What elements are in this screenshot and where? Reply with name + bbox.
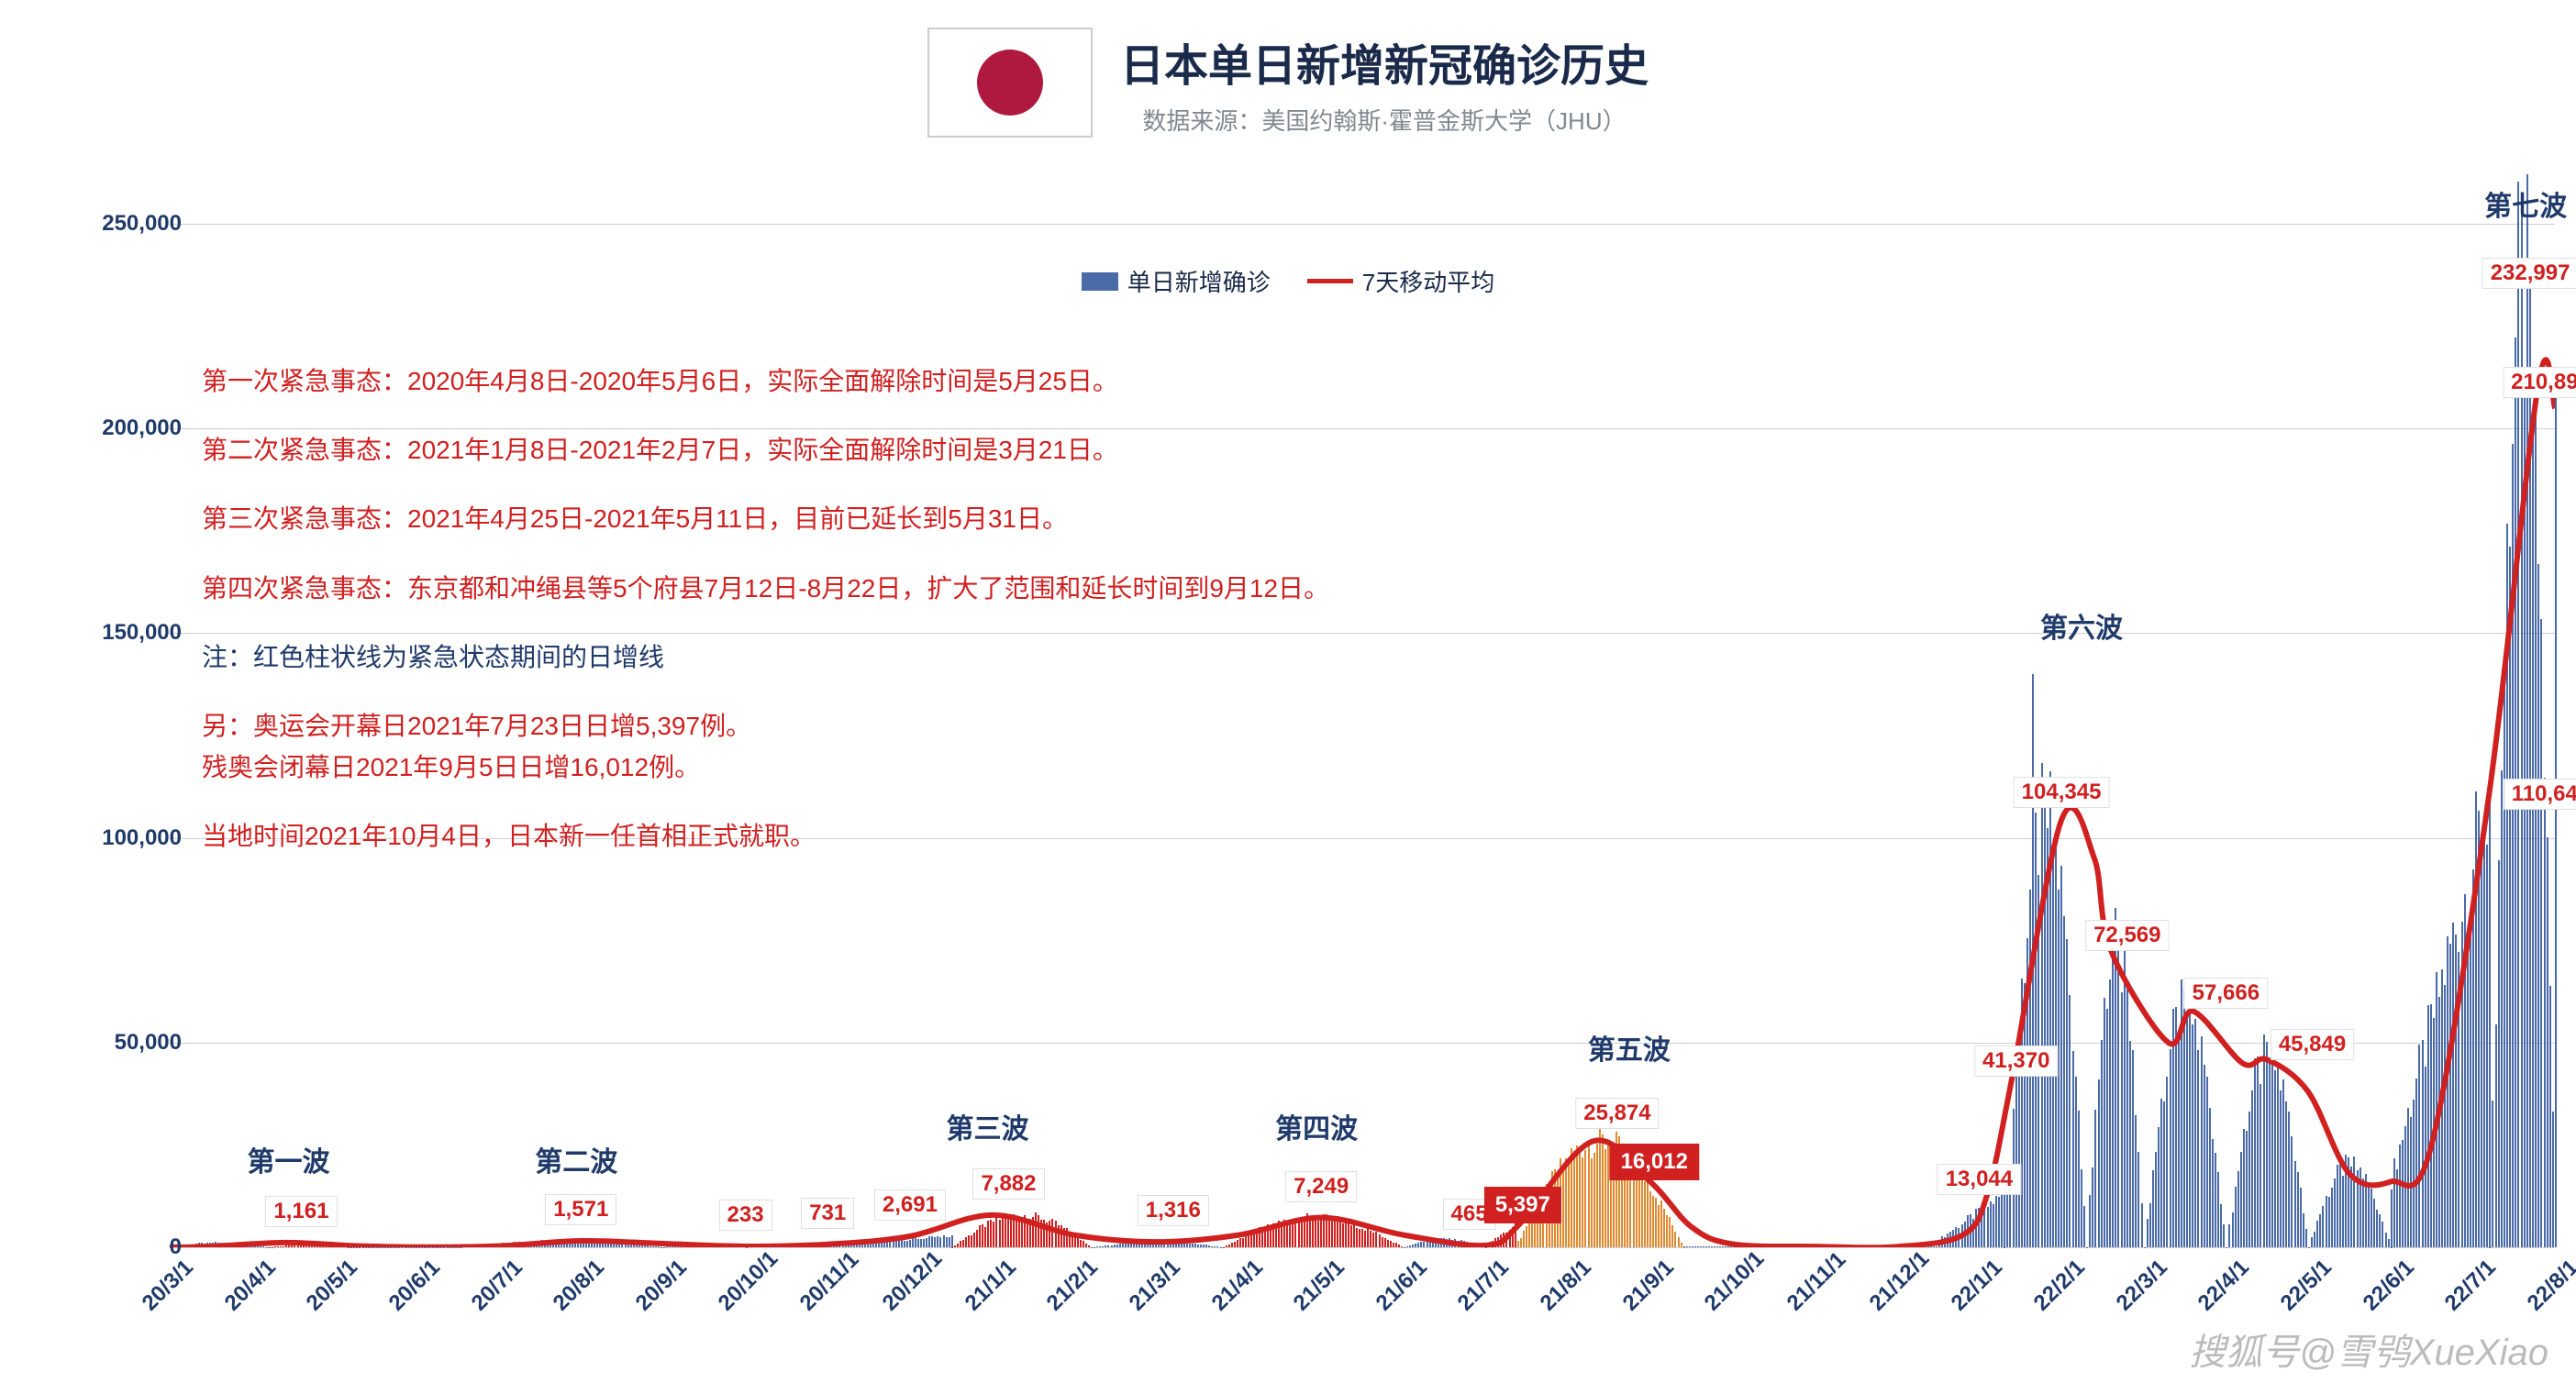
wave-label: 第二波 (535, 1139, 617, 1179)
flag-circle (977, 50, 1043, 116)
annotation-block: 第一次紧急事态：2020年4月8日-2020年5月6日，实际全面解除时间是5月2… (202, 363, 1329, 888)
value-label: 7,882 (972, 1168, 1044, 1200)
x-tick-label: 20/10/1 (713, 1246, 783, 1316)
value-label: 104,345 (2014, 777, 2110, 808)
x-tick-label: 21/4/1 (1206, 1255, 1268, 1316)
value-label: 2,691 (874, 1189, 946, 1221)
annotation-line: 第二次紧急事态：2021年1月8日-2021年2月7日，实际全面解除时间是3月2… (202, 432, 1329, 468)
wave-label: 第七波 (2484, 183, 2567, 224)
annotation-line: 第一次紧急事态：2020年4月8日-2020年5月6日，实际全面解除时间是5月2… (202, 363, 1329, 399)
wave-label: 第一波 (247, 1139, 329, 1179)
x-tick-label: 21/11/1 (1782, 1247, 1851, 1316)
value-label: 210,898 (2503, 367, 2576, 398)
annotation-line: 另：奥运会开幕日2021年7月23日日增5,397例。 (202, 708, 1329, 744)
annotation-line: 残奥会闭幕日2021年9月5日日增16,012例。 (202, 749, 1329, 785)
x-tick-label: 21/10/1 (1700, 1246, 1770, 1316)
value-label: 233 (719, 1200, 772, 1231)
value-label: 13,044 (1938, 1164, 2021, 1195)
value-label: 25,874 (1575, 1098, 1659, 1129)
value-label-highlighted: 16,012 (1610, 1144, 1699, 1180)
x-tick-label: 21/6/1 (1371, 1255, 1432, 1316)
annotation-line: 第四次紧急事态：东京都和冲绳县等5个府县7月12日-8月22日，扩大了范围和延长… (202, 570, 1329, 606)
x-tick-label: 20/9/1 (631, 1255, 693, 1316)
x-tick-label: 20/5/1 (302, 1255, 363, 1316)
x-tick-label: 21/8/1 (1536, 1255, 1597, 1316)
value-label: 110,647 (2504, 779, 2576, 810)
y-tick-label: 0 (170, 1234, 182, 1260)
wave-label: 第六波 (2040, 605, 2123, 646)
japan-flag-icon (927, 28, 1093, 138)
x-tick-label: 21/12/1 (1864, 1246, 1934, 1316)
x-tick-label: 22/2/1 (2029, 1255, 2091, 1316)
wave-label: 第五波 (1588, 1027, 1671, 1068)
x-tick-label: 21/5/1 (1289, 1255, 1350, 1316)
x-axis: 20/3/120/4/120/5/120/6/120/7/120/8/120/9… (170, 1253, 2555, 1308)
x-tick-label: 21/9/1 (1617, 1255, 1679, 1316)
value-label: 1,571 (545, 1194, 616, 1225)
value-label: 1,316 (1138, 1195, 1209, 1226)
x-tick-label: 21/2/1 (1042, 1255, 1104, 1316)
y-tick-label: 100,000 (102, 825, 182, 851)
x-tick-label: 22/7/1 (2440, 1255, 2502, 1316)
chart-header: 日本单日新增新冠确诊历史 数据来源：美国约翰斯·霍普金斯大学（JHU） (0, 28, 2576, 138)
value-label-highlighted: 5,397 (1484, 1187, 1561, 1223)
x-tick-label: 21/7/1 (1453, 1255, 1515, 1316)
x-tick-label: 20/7/1 (466, 1255, 527, 1316)
chart-subtitle: 数据来源：美国约翰斯·霍普金斯大学（JHU） (1120, 103, 1649, 137)
value-label: 232,997 (2482, 258, 2576, 289)
value-label: 41,370 (1974, 1046, 2058, 1077)
x-tick-label: 22/5/1 (2276, 1255, 2337, 1316)
annotation-line: 第三次紧急事态：2021年4月25日-2021年5月11日，目前已延长到5月31… (202, 501, 1329, 537)
x-tick-label: 22/8/1 (2523, 1255, 2576, 1316)
x-tick-label: 22/6/1 (2358, 1255, 2419, 1316)
wave-label: 第四波 (1275, 1106, 1358, 1146)
x-tick-label: 22/3/1 (2111, 1255, 2172, 1316)
value-label: 7,249 (1285, 1171, 1357, 1202)
value-label: 57,666 (2184, 978, 2268, 1009)
y-tick-label: 200,000 (102, 415, 182, 441)
subtitle-prefix: 数据来源： (1142, 107, 1261, 135)
value-label: 1,161 (265, 1196, 337, 1227)
x-tick-label: 20/8/1 (549, 1255, 610, 1316)
x-tick-label: 20/11/1 (795, 1247, 864, 1316)
x-tick-label: 21/3/1 (1125, 1255, 1186, 1316)
x-tick-label: 20/4/1 (219, 1255, 281, 1316)
subtitle-source: 美国约翰斯·霍普金斯大学（JHU） (1261, 107, 1626, 135)
value-label: 45,849 (2271, 1029, 2354, 1060)
y-tick-label: 250,000 (102, 211, 182, 237)
x-tick-label: 20/6/1 (384, 1255, 446, 1316)
wave-label: 第三波 (947, 1106, 1029, 1146)
y-tick-label: 150,000 (102, 620, 182, 646)
x-tick-label: 20/3/1 (138, 1255, 199, 1316)
watermark: 搜狐号@雪鸮XueXiao (2189, 1322, 2548, 1376)
bar (2555, 384, 2557, 1247)
x-tick-label: 22/1/1 (1947, 1255, 2008, 1316)
y-tick-label: 50,000 (115, 1030, 182, 1056)
x-tick-label: 20/12/1 (878, 1246, 948, 1316)
title-block: 日本单日新增新冠确诊历史 数据来源：美国约翰斯·霍普金斯大学（JHU） (1120, 29, 1649, 137)
annotation-line: 当地时间2021年10月4日，日本新一任首相正式就职。 (202, 818, 1329, 854)
value-label: 731 (801, 1198, 854, 1229)
x-tick-label: 22/4/1 (2193, 1255, 2255, 1316)
annotation-line: 注：红色柱状线为紧急状态期间的日增线 (202, 639, 1329, 675)
chart-title: 日本单日新增新冠确诊历史 (1120, 29, 1649, 94)
gridline (170, 1247, 2555, 1248)
x-tick-label: 21/1/1 (960, 1255, 1021, 1316)
value-label: 72,569 (2085, 920, 2169, 951)
